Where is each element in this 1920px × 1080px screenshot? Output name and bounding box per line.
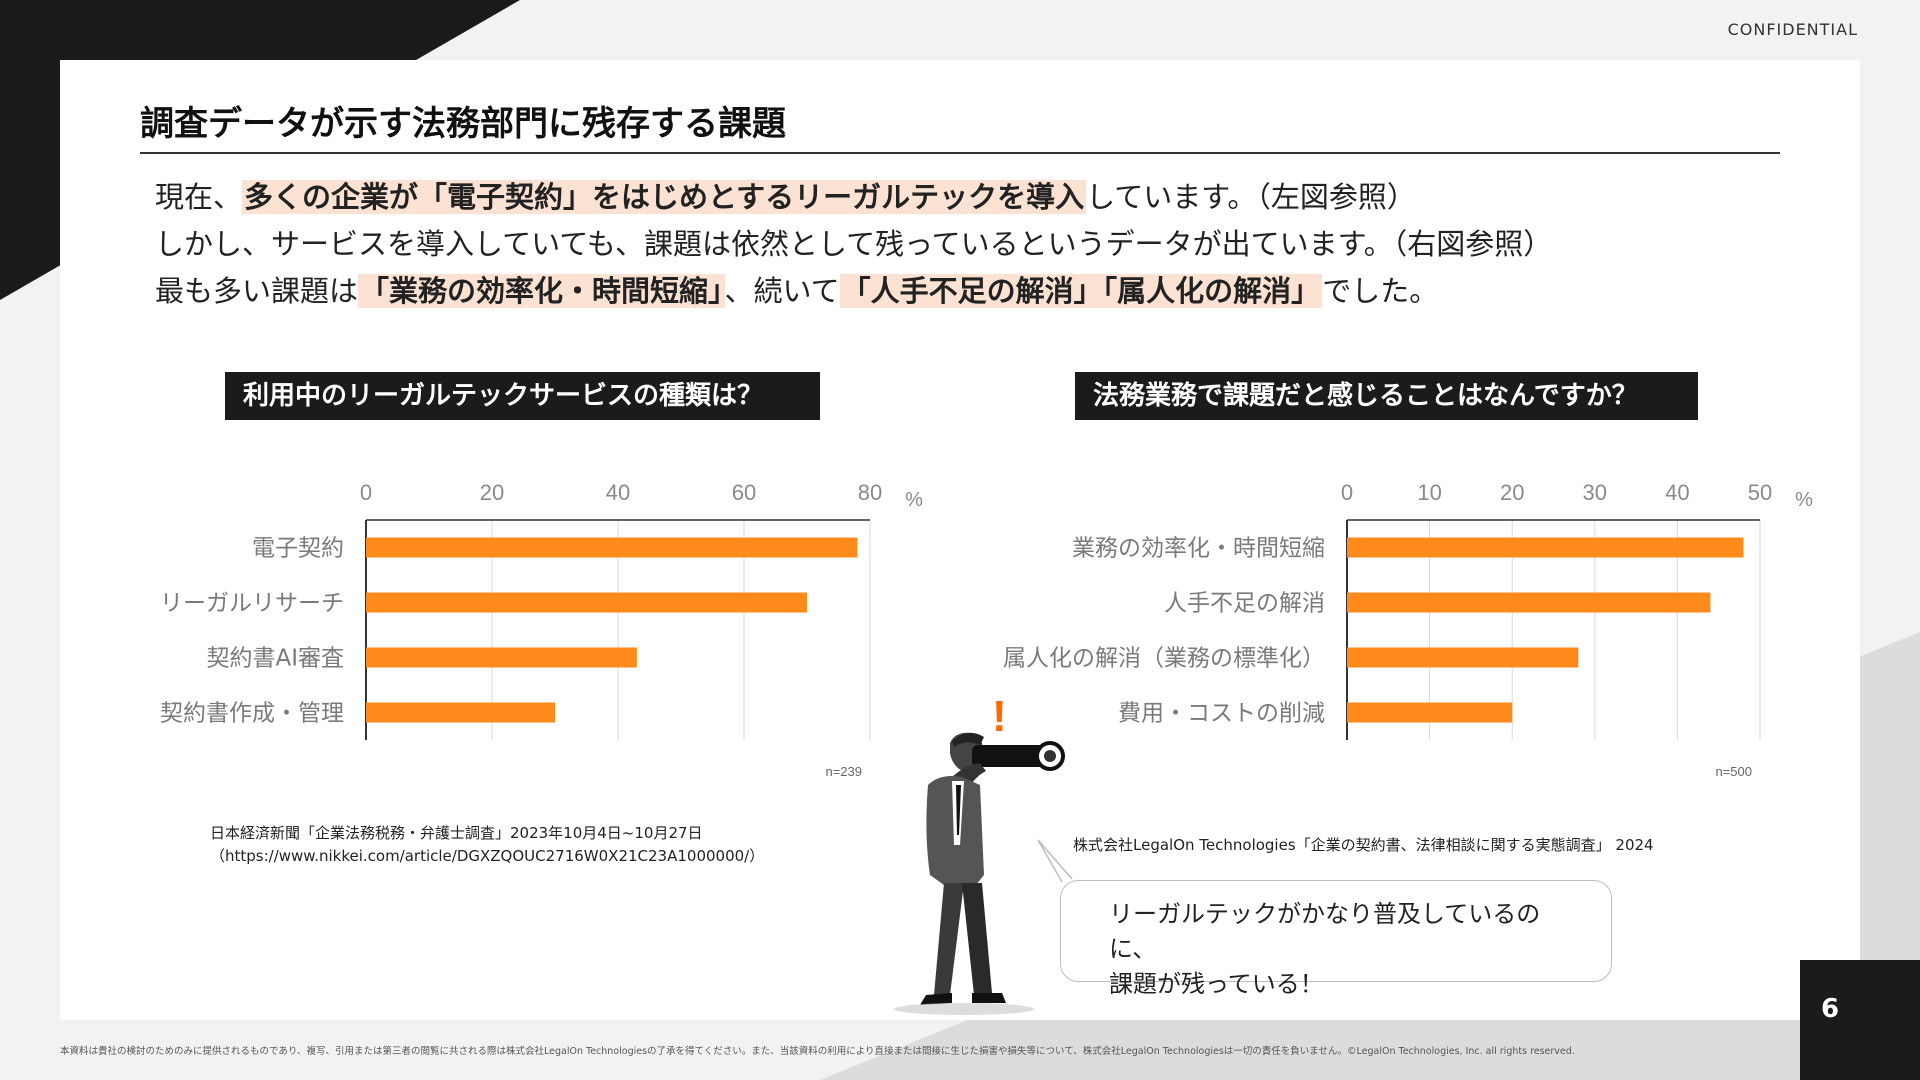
highlight-text: 「業務の効率化・時間短縮」 <box>358 274 725 308</box>
footer-disclaimer: 本資料は貴社の検討のためのみに提供されるものであり、複写、引用または第三者の閲覧… <box>60 1046 1575 1057</box>
bar <box>1347 537 1744 558</box>
binoculars-icon <box>972 745 1050 767</box>
x-tick-label: 60 <box>732 480 756 505</box>
category-label: 契約書作成・管理 <box>160 701 344 727</box>
unit-label: % <box>905 489 923 511</box>
category-label: リーガルリサーチ <box>160 591 344 617</box>
bar <box>366 537 858 558</box>
page-number-box: 6 <box>1800 960 1920 1080</box>
title-divider <box>140 152 1780 154</box>
left-source-line-1: 日本経済新聞「企業法務税務・弁護士調査」2023年10月4日~10月27日 <box>210 824 703 842</box>
right-source: 株式会社LegalOn Technologies「企業の契約書、法律相談に関する… <box>1073 836 1654 854</box>
category-label: 電子契約 <box>252 536 344 562</box>
x-tick-label: 40 <box>606 480 630 505</box>
category-label: 人手不足の解消 <box>1164 591 1325 617</box>
intro-text-segment: しています。（左図参照） <box>1086 180 1416 214</box>
intro-line-1: 現在、多くの企業が「電子契約」をはじめとするリーガルテックを導入しています。（左… <box>155 174 1795 221</box>
bubble-line-2: 課題が残っている！ <box>1109 970 1324 998</box>
intro-text-segment: 、続いて <box>724 274 840 308</box>
intro-text-segment: でした。 <box>1322 274 1439 308</box>
bar <box>366 647 637 668</box>
exclamation-mark: ! <box>992 695 1007 741</box>
right-chart-heading: 法務業務で課題だと感じることはなんですか？ <box>1075 372 1698 420</box>
right-bar-chart: 0 10 20 30 40 50 % 業務の効率化・時間短縮人手不足の解消属人化の解消（業務の… <box>1003 480 1813 779</box>
x-tick-label: 20 <box>1500 480 1524 505</box>
left-source: 日本経済新聞「企業法務税務・弁護士調査」2023年10月4日~10月27日 （h… <box>210 822 764 868</box>
intro-text: 現在、多くの企業が「電子契約」をはじめとするリーガルテックを導入しています。（左… <box>155 174 1795 315</box>
intro-text-segment: 最も多い課題は <box>155 274 359 308</box>
bubble-line-1: リーガルテックがかなり普及しているのに、 <box>1109 900 1541 963</box>
businessman-binoculars-illustration: ! <box>894 695 1065 1015</box>
category-label: 属人化の解消（業務の標準化） <box>1003 646 1325 672</box>
x-tick-label: 50 <box>1748 480 1772 505</box>
page-title: 調査データが示す法務部門に残存する課題 <box>140 104 786 144</box>
intro-line-3: 最も多い課題は「業務の効率化・時間短縮」、続いて「人手不足の解消」「属人化の解消… <box>155 268 1795 315</box>
bar <box>1347 702 1513 723</box>
highlight-text: 「人手不足の解消」「属人化の解消」 <box>839 274 1323 308</box>
bar <box>1347 647 1579 668</box>
intro-text-segment: 現在、 <box>155 180 243 214</box>
speech-bubble: リーガルテックがかなり普及しているのに、 課題が残っている！ <box>1060 880 1612 998</box>
x-tick-label: 0 <box>360 480 372 505</box>
category-label: 業務の効率化・時間短縮 <box>1072 536 1325 562</box>
category-label: 契約書AI審査 <box>206 646 344 672</box>
bar <box>366 592 807 613</box>
left-sample-size: n=239 <box>825 764 862 779</box>
x-tick-label: 40 <box>1665 480 1689 505</box>
bar <box>366 702 555 723</box>
x-tick-label: 80 <box>858 480 882 505</box>
intro-text-segment: しかし、サービスを導入していても、課題は依然として残っているというデータが出てい… <box>155 227 1553 261</box>
x-tick-label: 30 <box>1583 480 1607 505</box>
page-number: 6 <box>1820 994 1840 1024</box>
intro-line-2: しかし、サービスを導入していても、課題は依然として残っているというデータが出てい… <box>155 221 1795 268</box>
speech-bubble-tail <box>1037 839 1073 883</box>
left-chart-heading: 利用中のリーガルテックサービスの種類は？ <box>225 372 820 420</box>
confidential-label: CONFIDENTIAL <box>1727 20 1858 39</box>
bar <box>1347 592 1711 613</box>
category-label: 費用・コストの削減 <box>1118 701 1325 727</box>
left-source-line-2: （https://www.nikkei.com/article/DGXZQOUC… <box>210 847 765 865</box>
unit-label: % <box>1795 489 1813 511</box>
x-tick-label: 10 <box>1417 480 1441 505</box>
highlight-text: 多くの企業が「電子契約」をはじめとするリーガルテックを導入 <box>242 180 1087 214</box>
x-tick-label: 0 <box>1341 480 1353 505</box>
right-sample-size: n=500 <box>1715 764 1752 779</box>
x-tick-label: 20 <box>480 480 504 505</box>
